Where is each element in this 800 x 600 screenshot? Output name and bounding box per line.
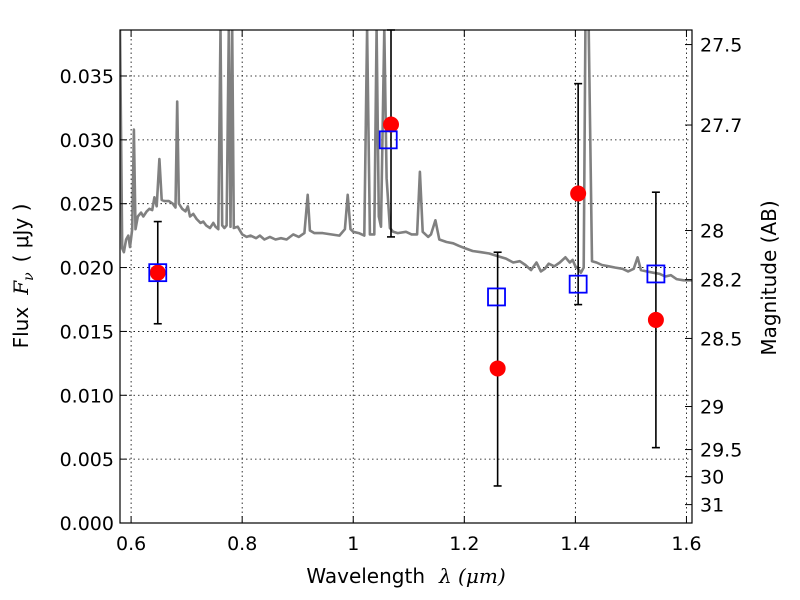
grid: [120, 30, 692, 523]
observed-flux-point: [383, 116, 400, 133]
y-tick-label: 0.000: [60, 513, 114, 535]
y-axis-title-sub: ν: [21, 272, 37, 281]
y2-tick-label: 28: [700, 221, 724, 243]
y-axis-title-math: F: [9, 280, 33, 296]
x-tick-label: 1: [347, 533, 359, 555]
y2-axis-ticks: 27.5 27.7 28 28.2 28.5 29 29.5 30 31: [685, 35, 742, 517]
y2-tick-label: 28.2: [700, 270, 742, 292]
y-axis-title: Flux Fν ( μJy ): [9, 204, 37, 349]
y2-tick-label: 29.5: [700, 440, 742, 462]
y-tick-label: 0.010: [60, 385, 114, 407]
x-axis-title-text: Wavelength: [306, 564, 425, 588]
model-flux-point: [148, 263, 168, 283]
data-points-layer: [148, 116, 666, 377]
y-tick-label: 0.035: [60, 66, 114, 88]
x-tick-label: 0.6: [116, 533, 146, 555]
y-tick-label: 0.015: [60, 321, 114, 343]
y2-axis-title: Magnitude (AB): [757, 200, 781, 355]
x-axis-ticks: 0.6 0.8 1 1.2 1.4 1.6: [116, 30, 702, 555]
y2-tick-label: 28.5: [700, 328, 742, 350]
y2-tick-label: 29: [700, 397, 724, 419]
x-tick-label: 1.4: [560, 533, 590, 555]
y2-tick-label: 30: [700, 467, 724, 489]
y-tick-label: 0.020: [60, 258, 114, 280]
model-flux-point: [646, 264, 666, 284]
model-flux-point: [487, 287, 506, 307]
y2-tick-label: 27.7: [700, 115, 742, 137]
model-spectrum-layer: [120, 30, 692, 282]
y-axis-title-text: Flux: [9, 307, 33, 349]
y2-tick-label: 31: [700, 495, 724, 517]
y-axis-ticks: 0.000 0.005 0.010 0.015 0.020 0.025 0.030 0.035: [60, 66, 127, 535]
x-tick-label: 0.8: [227, 533, 257, 555]
observed-flux-point: [149, 264, 166, 281]
x-axis-title-math: λ (μm): [438, 564, 506, 588]
y2-tick-label: 27.5: [700, 35, 742, 57]
observed-flux-point: [489, 360, 506, 377]
y-tick-label: 0.030: [60, 130, 114, 152]
observed-flux-point: [570, 185, 587, 202]
x-tick-label: 1.6: [671, 533, 701, 555]
y-axis-title-unit: ( μJy ): [9, 204, 33, 263]
observed-flux-point: [647, 311, 664, 328]
plot-frame: [119, 29, 693, 524]
model-flux-point: [378, 130, 398, 150]
y-tick-label: 0.025: [60, 194, 114, 216]
model-flux-point: [568, 274, 588, 294]
model-spectrum-line: [120, 30, 692, 282]
x-axis-title: Wavelength λ (μm): [306, 564, 505, 588]
y-tick-label: 0.005: [60, 449, 114, 471]
x-tick-label: 1.2: [449, 533, 479, 555]
